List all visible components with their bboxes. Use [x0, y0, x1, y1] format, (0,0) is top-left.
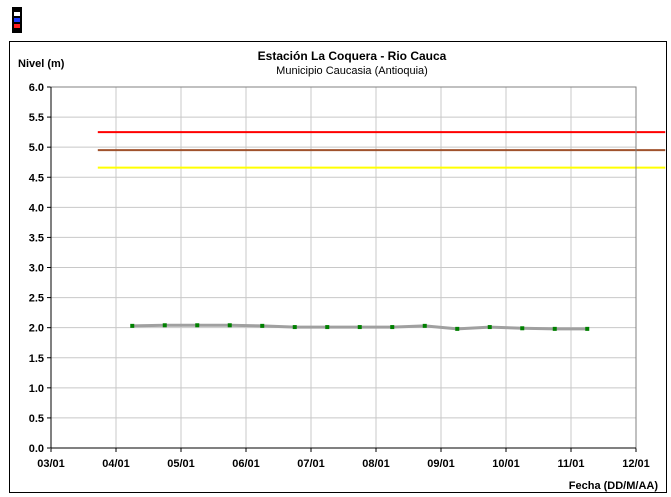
y-tick-label: 4.5	[29, 172, 44, 184]
data-point	[455, 326, 460, 331]
data-point	[325, 325, 330, 330]
threshold-lines	[97, 131, 666, 169]
x-axis-label: Fecha (DD/M/AA)	[569, 480, 659, 492]
data-point	[422, 323, 427, 328]
y-tick-label: 2.5	[29, 293, 44, 305]
data-point	[292, 325, 297, 330]
x-tick-label: 03/01	[37, 458, 65, 470]
chart-title: Estación La Coquera - Rio Cauca	[258, 49, 447, 63]
y-tick-label: 1.0	[29, 383, 44, 395]
y-tick-label: 5.5	[29, 112, 44, 124]
data-point	[487, 325, 492, 330]
y-tick-label: 1.5	[29, 353, 44, 365]
x-tick-label: 12/01	[622, 458, 650, 470]
data-point	[162, 323, 167, 328]
y-tick-label: 3.0	[29, 263, 44, 275]
data-point	[357, 325, 362, 330]
x-tick-label: 04/01	[102, 458, 130, 470]
data-point	[585, 326, 590, 331]
data-point	[390, 325, 395, 330]
data-point	[227, 323, 232, 328]
x-tick-label: 09/01	[427, 458, 455, 470]
data-point	[260, 323, 265, 328]
y-axis-label: Nivel (m)	[18, 58, 65, 70]
y-tick-label: 0.5	[29, 413, 44, 425]
x-tick-label: 11/01	[558, 458, 585, 470]
x-tick-label: 08/01	[362, 458, 390, 470]
chart-subtitle: Municipio Caucasia (Antioquia)	[276, 65, 428, 77]
series	[130, 323, 590, 331]
x-tick-label: 07/01	[297, 458, 325, 470]
data-point	[520, 326, 525, 331]
chart-frame: Estación La Coquera - Rio Cauca Municipi…	[9, 41, 667, 493]
y-tick-label: 3.5	[29, 232, 44, 244]
data-point	[195, 323, 200, 328]
x-tick-label: 05/01	[167, 458, 195, 470]
y-tick-label: 2.0	[29, 323, 44, 335]
y-tick-label: 4.0	[29, 202, 44, 214]
axes: 0.0 0.5 1.0 1.5 2.0 2.5 3.0 3.5 4.0 4.5 5.0 5.5 6.0 0…	[29, 82, 650, 470]
y-tick-label: 0.0	[29, 443, 44, 455]
station-logo-icon	[12, 7, 22, 33]
data-point	[130, 323, 135, 328]
x-tick-label: 10/01	[492, 458, 520, 470]
grid	[51, 86, 636, 449]
data-point	[552, 326, 557, 331]
chart: Estación La Coquera - Rio Cauca Municipi…	[18, 49, 666, 492]
y-tick-label: 6.0	[29, 82, 44, 94]
y-tick-label: 5.0	[29, 142, 44, 154]
x-tick-label: 06/01	[232, 458, 260, 470]
